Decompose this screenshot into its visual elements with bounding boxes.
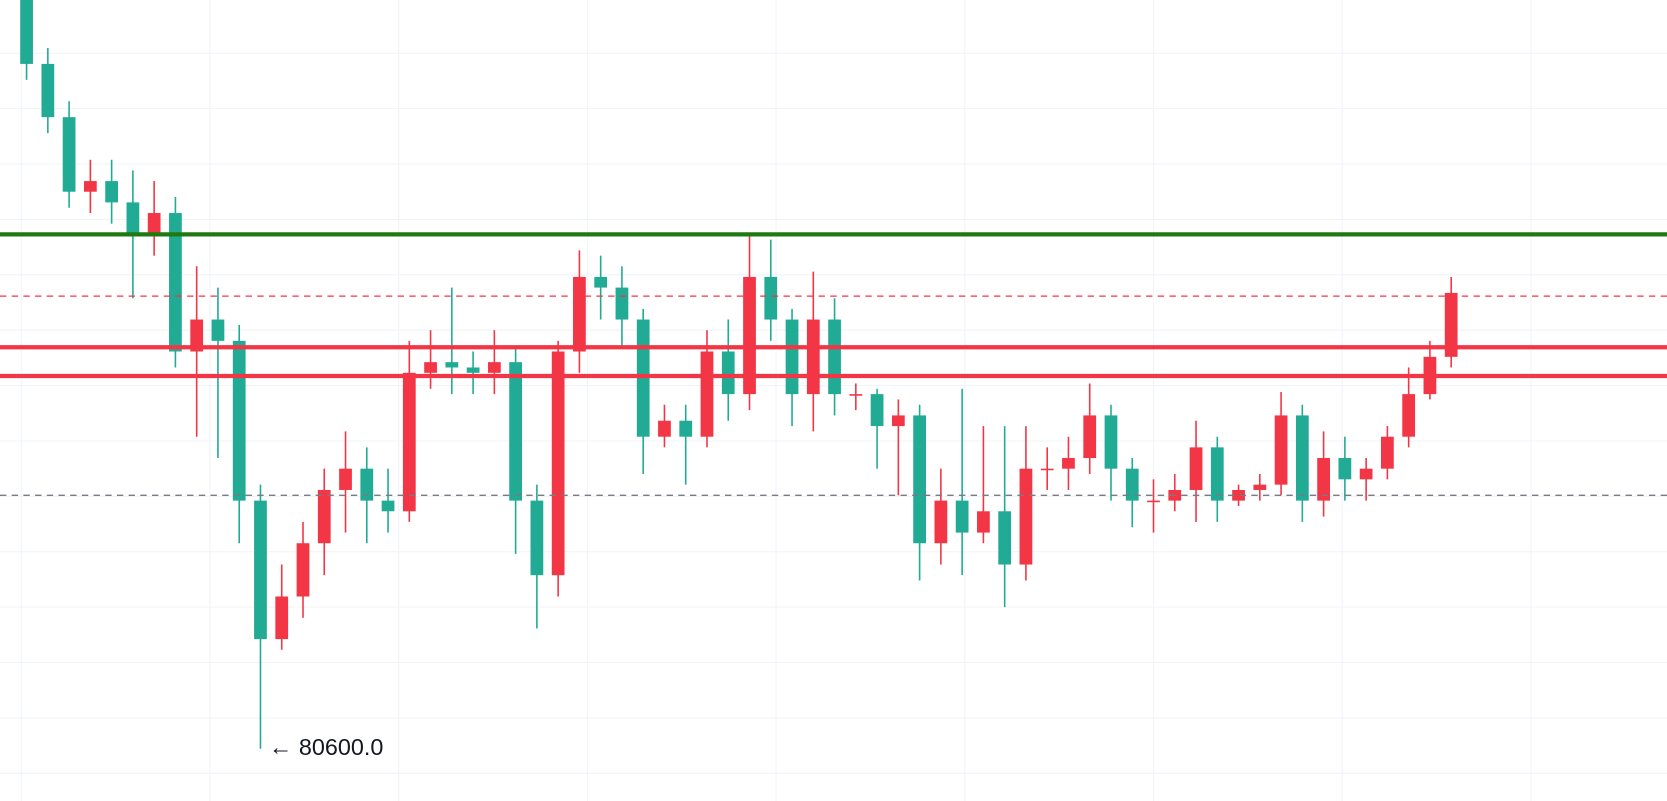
candle-body	[785, 319, 799, 395]
candle-body	[296, 543, 310, 597]
candle-body	[1019, 468, 1033, 565]
candle-body	[743, 276, 756, 395]
candle-body	[254, 500, 267, 640]
candle-body	[1359, 468, 1373, 480]
candle-body	[190, 319, 204, 352]
candle-body	[1104, 415, 1118, 469]
candle-body	[1274, 415, 1288, 485]
candle-body	[41, 63, 55, 118]
candle-body	[700, 351, 714, 437]
candle-body	[1147, 500, 1160, 503]
candle-body	[466, 367, 480, 373]
candle-body	[870, 394, 884, 427]
candle-body	[721, 351, 735, 395]
candle-body	[1062, 458, 1075, 469]
candle-body	[339, 468, 352, 490]
candle-body	[998, 511, 1012, 565]
candle-body	[1210, 447, 1224, 501]
low-annotation: ← 80600.0	[269, 734, 383, 760]
candle-body	[551, 351, 565, 576]
candle-body	[402, 372, 416, 512]
candle-body	[594, 276, 608, 288]
candle-body	[679, 420, 693, 437]
candle-body	[1083, 415, 1097, 459]
candle-body	[1125, 468, 1139, 501]
candle-body	[1253, 484, 1267, 490]
candle-body	[806, 319, 820, 395]
candle-body	[1189, 447, 1203, 490]
candle-body	[20, 0, 33, 64]
candle-body	[955, 500, 969, 533]
candle-body	[530, 500, 544, 576]
candle-body	[977, 511, 990, 533]
candle-body	[615, 287, 629, 320]
candle-body	[232, 340, 246, 501]
candle-body	[105, 181, 119, 203]
candle-body	[658, 420, 671, 437]
candle-body	[275, 596, 289, 640]
candle-body	[487, 362, 501, 373]
candle-body	[1232, 489, 1245, 501]
candle-body	[828, 319, 841, 395]
candle-body	[934, 500, 948, 544]
candle-body	[147, 213, 161, 235]
candle-body	[126, 202, 140, 235]
candle-body	[1295, 415, 1309, 501]
candle-body	[764, 276, 778, 320]
candle-body	[1381, 436, 1394, 469]
candle-body	[445, 362, 459, 368]
candle-body	[381, 500, 395, 512]
candle-body	[891, 415, 905, 427]
candle-body	[62, 117, 76, 192]
candle-body	[1402, 394, 1416, 437]
candle-body	[509, 362, 523, 501]
candle-body	[1040, 468, 1054, 471]
candle-body	[849, 394, 863, 396]
candle-body	[1317, 458, 1330, 501]
candle-body	[83, 181, 97, 192]
candle-body	[360, 468, 374, 501]
candle-body	[573, 276, 586, 352]
candle-body	[211, 319, 225, 341]
candle-body	[317, 489, 331, 544]
candle-body	[1338, 458, 1352, 480]
candle-body	[1444, 292, 1458, 357]
candle-body	[913, 415, 926, 544]
candle-body	[169, 213, 182, 352]
candle-body	[424, 362, 437, 373]
